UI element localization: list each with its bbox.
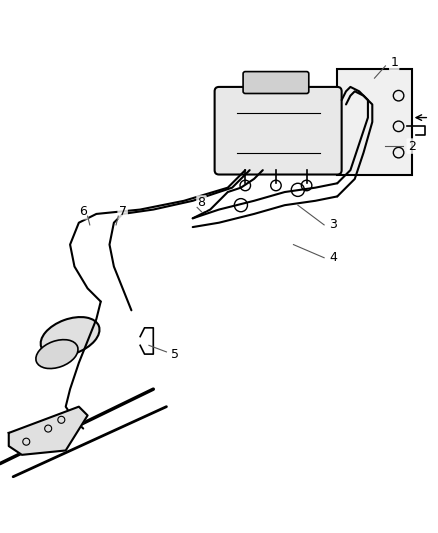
FancyBboxPatch shape xyxy=(215,87,342,174)
FancyBboxPatch shape xyxy=(243,71,309,93)
Text: 4: 4 xyxy=(329,251,337,264)
Ellipse shape xyxy=(36,340,78,368)
Text: 2: 2 xyxy=(408,140,416,152)
Text: 3: 3 xyxy=(329,219,337,231)
Text: 8: 8 xyxy=(198,197,205,209)
FancyBboxPatch shape xyxy=(337,69,412,174)
Text: 7: 7 xyxy=(119,205,127,218)
Text: 5: 5 xyxy=(171,348,179,361)
Polygon shape xyxy=(9,407,88,455)
Text: 6: 6 xyxy=(79,205,87,218)
Ellipse shape xyxy=(41,317,99,356)
Text: 1: 1 xyxy=(390,56,398,69)
